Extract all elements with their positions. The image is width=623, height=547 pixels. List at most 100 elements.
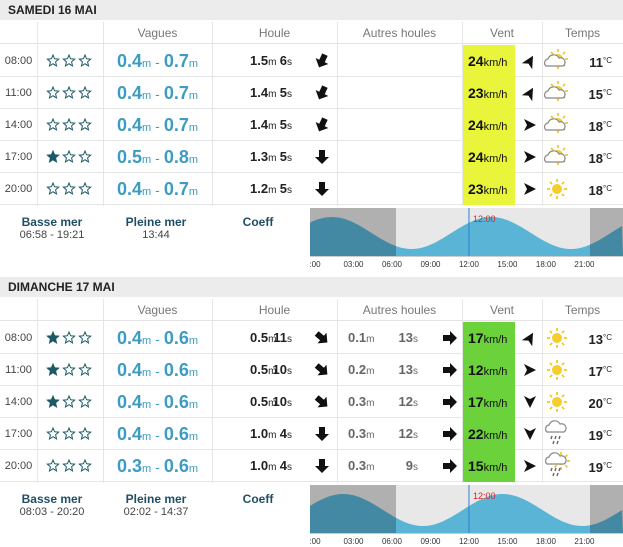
cloud: [545, 420, 567, 433]
wind-arrow: [524, 183, 536, 195]
wave-max: 0.6: [163, 392, 189, 412]
column-header: Temps: [564, 303, 601, 317]
wave-min: 0.4: [116, 328, 142, 348]
unit: km/h: [483, 366, 508, 378]
sun-ray: [561, 193, 565, 197]
temperature: 18°C: [580, 109, 612, 143]
sun-disc: [552, 184, 562, 194]
range-sep: -: [155, 150, 160, 166]
other-period: 9s: [388, 450, 418, 484]
unit: s: [413, 462, 418, 473]
unit: s: [413, 398, 418, 409]
tide-axis-label: 18:00: [535, 537, 556, 546]
wave-max: 0.6: [163, 360, 189, 380]
direction-arrow: [315, 459, 329, 473]
range-sep: -: [155, 86, 160, 102]
tide-axis-label: 06:00: [381, 537, 402, 546]
unit: m: [141, 367, 152, 379]
sun-ray: [549, 362, 553, 366]
arrow-shape: [443, 395, 457, 409]
value: 0.3: [348, 458, 367, 473]
arrow-shape: [524, 396, 536, 408]
value: 17: [468, 394, 484, 410]
arrow-shape: [521, 332, 533, 347]
unit: m: [268, 185, 277, 196]
wave-range: 0.4m -0.7m: [103, 173, 212, 208]
swell-period: 4s: [262, 418, 292, 452]
arrow-shape: [443, 363, 457, 377]
tide-axis-label: :00: [309, 537, 321, 546]
temperature: 17°C: [580, 354, 612, 388]
arrow-shape: [443, 459, 457, 473]
rating-stars: [46, 181, 92, 195]
other-period: 13s: [388, 354, 418, 388]
column-divider: [212, 22, 213, 206]
unit: m: [188, 154, 199, 166]
unit: km/h: [483, 462, 508, 474]
arrow-shape: [315, 459, 329, 473]
tide-axis-label: 15:00: [497, 537, 518, 546]
weather-icon: [544, 81, 568, 101]
star: [78, 53, 92, 67]
value: 15: [588, 87, 604, 102]
column-header: Vent: [489, 303, 515, 317]
direction-arrow: [314, 395, 328, 408]
tide-curve: [310, 494, 623, 533]
tide-high-label: Pleine mer: [125, 492, 187, 506]
value: 24: [468, 149, 484, 165]
tide-axis-label: 03:00: [343, 260, 364, 269]
unit: m: [141, 463, 152, 475]
weather-icon: [547, 392, 567, 412]
wind-arrow: [524, 364, 536, 376]
unit: m: [268, 334, 277, 345]
value: 24: [468, 117, 484, 133]
rain-drop: [554, 435, 557, 440]
tide-axis-label: 18:00: [535, 260, 556, 269]
star: [62, 149, 76, 163]
swell-height: 0.5m: [250, 322, 276, 356]
column-header: Temps: [564, 26, 601, 40]
unit: m: [268, 57, 277, 68]
cloud: [544, 150, 566, 163]
weather-icon: [547, 360, 567, 380]
arrow-shape: [315, 182, 329, 196]
wind-cell: 24km/h: [463, 141, 515, 173]
unit: m: [141, 186, 152, 198]
night-shade: [310, 208, 396, 256]
swell-height: 1.4m: [250, 109, 276, 143]
range-sep: -: [155, 331, 160, 347]
unit: m: [141, 335, 152, 347]
star: [46, 362, 60, 376]
wind-cell: 24km/h: [463, 109, 515, 141]
unit: km/h: [483, 57, 508, 69]
column-header: Autres houles: [362, 26, 437, 40]
star: [78, 117, 92, 131]
value: 1.3: [250, 149, 269, 164]
wave-range: 0.4m -0.7m: [103, 77, 212, 112]
column-divider: [103, 299, 104, 483]
star: [78, 149, 92, 163]
swell-height: 1.3m: [250, 141, 276, 175]
temperature: 20°C: [580, 386, 612, 420]
arrow-shape: [315, 150, 329, 164]
swell-height: 1.0m: [250, 418, 276, 452]
unit: m: [188, 122, 199, 134]
tide-axis-label: 12:00: [458, 260, 479, 269]
value: 12: [468, 362, 484, 378]
rating-stars: [46, 149, 92, 163]
star: [78, 362, 92, 376]
star: [78, 330, 92, 344]
time: 14:00: [4, 396, 33, 408]
wave-min: 0.4: [116, 360, 142, 380]
star: [46, 85, 60, 99]
unit: °C: [603, 365, 612, 374]
time: 20:00: [4, 460, 33, 472]
sun-ray: [549, 374, 553, 378]
unit: s: [287, 57, 292, 68]
wave-max: 0.7: [163, 179, 189, 199]
star: [62, 362, 76, 376]
temperature: 11°C: [580, 45, 612, 79]
row-divider: [0, 353, 623, 354]
arrow-shape: [524, 151, 536, 163]
rain-drop: [558, 467, 561, 472]
